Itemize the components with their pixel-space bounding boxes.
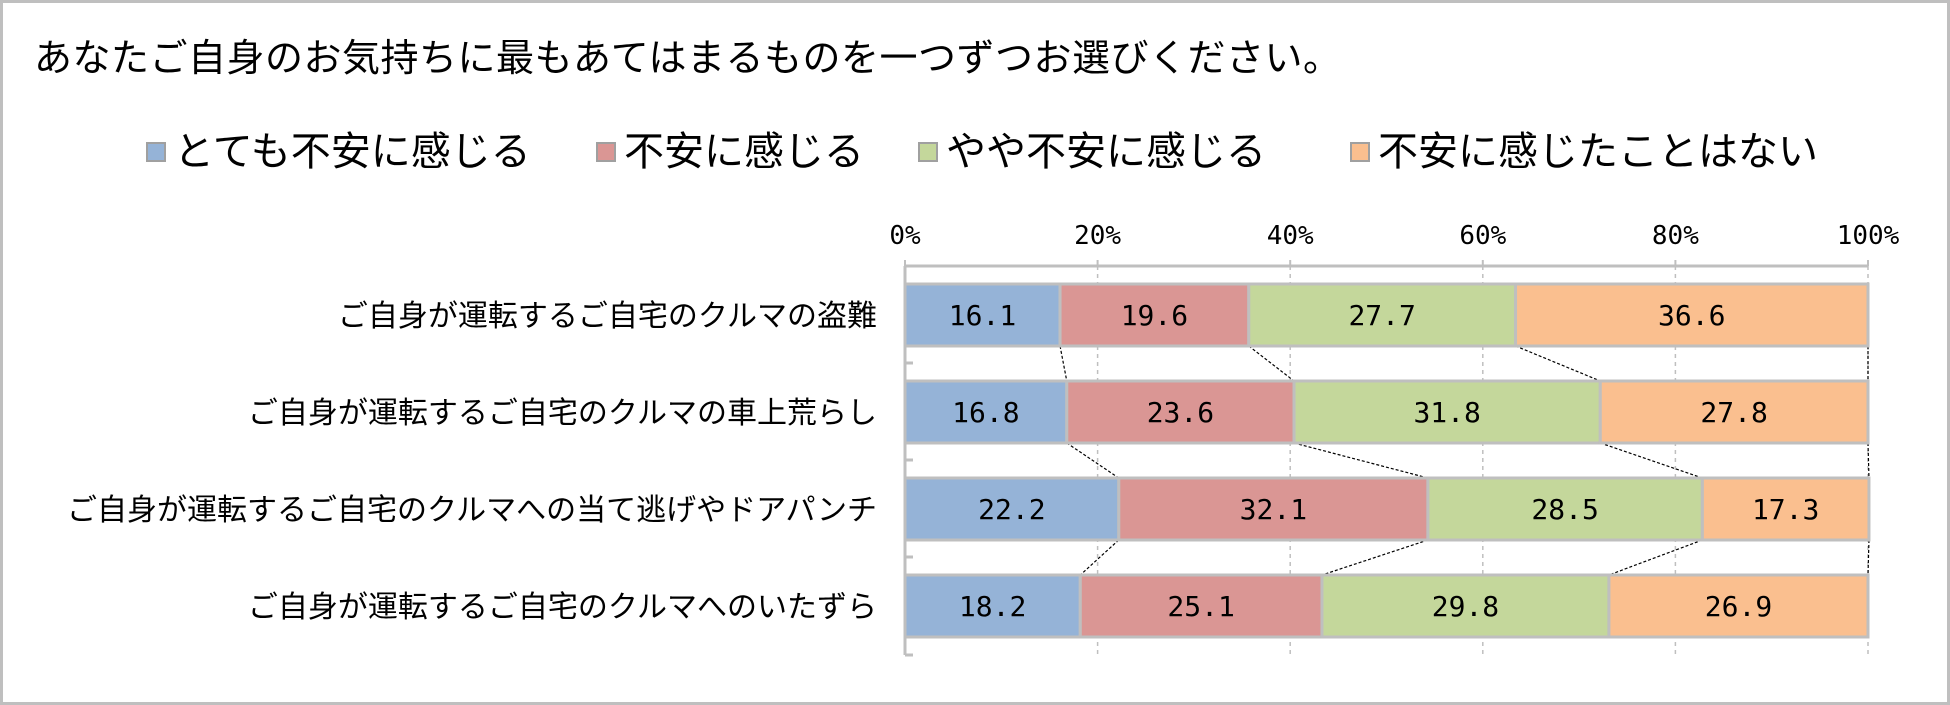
legend-label: やや不安に感じる — [946, 129, 1266, 175]
legend-item-very-anxious: とても不安に感じる — [146, 124, 531, 180]
series-line — [1867, 442, 1870, 479]
x-tick-label: 80% — [1652, 221, 1699, 251]
data-label: 32.1 — [1240, 493, 1307, 526]
legend-item-somewhat-anxious: やや不安に感じる — [918, 124, 1266, 180]
data-label: 16.1 — [949, 299, 1016, 332]
series-line — [1248, 345, 1295, 382]
legend-item-never-anxious: 不安に感じたことはない — [1350, 124, 1818, 180]
series-line — [1059, 345, 1068, 382]
chart-title: あなたご自身のお気持ちに最もあてはまるものを一つずつお選びください。 — [34, 36, 1342, 80]
bar-segment — [1426, 476, 1704, 542]
legend-label: 不安に感じたことはない — [1378, 129, 1818, 175]
bar-segment — [1607, 573, 1870, 639]
data-label: 27.8 — [1700, 396, 1767, 429]
bar-segment — [1065, 379, 1296, 445]
x-tick-label: 100% — [1837, 221, 1900, 251]
data-label: 29.8 — [1432, 590, 1499, 623]
bar-segment — [903, 476, 1121, 542]
data-label: 17.3 — [1752, 493, 1819, 526]
data-label: 27.7 — [1348, 299, 1415, 332]
category-label: ご自身が運転するご自宅のクルマの盗難 — [338, 299, 877, 334]
category-label: ご自身が運転するご自宅のクルマの車上荒らし — [248, 396, 877, 431]
series-line — [1079, 539, 1120, 576]
legend-item-anxious: 不安に感じる — [596, 124, 864, 180]
category-label: ご自身が運転するご自宅のクルマへの当て逃げやドアパンチ — [67, 493, 877, 528]
data-label: 23.6 — [1147, 396, 1214, 429]
data-label: 36.6 — [1658, 299, 1725, 332]
x-tick-label: 60% — [1459, 221, 1506, 251]
legend-swatch — [918, 142, 938, 162]
data-label: 25.1 — [1167, 590, 1234, 623]
data-label: 22.2 — [978, 493, 1045, 526]
series-line — [1867, 539, 1870, 576]
legend-label: とても不安に感じる — [174, 129, 531, 175]
bar-segment — [1598, 379, 1870, 445]
data-label: 18.2 — [959, 590, 1026, 623]
category-label: ご自身が運転するご自宅のクルマへのいたずら — [248, 590, 877, 625]
x-tick-label: 20% — [1074, 221, 1121, 251]
x-tick-label: 0% — [889, 221, 921, 251]
series-line — [1066, 442, 1120, 479]
bar-segment — [1514, 282, 1870, 348]
x-tick-label: 40% — [1267, 221, 1314, 251]
data-label: 28.5 — [1531, 493, 1598, 526]
bar-segment — [903, 379, 1069, 445]
legend: とても不安に感じる 不安に感じる やや不安に感じる 不安に感じたことはない — [0, 124, 1950, 180]
bar-segment — [1320, 573, 1611, 639]
series-line — [1515, 345, 1601, 382]
series-line — [1321, 539, 1429, 576]
bar-segment — [1117, 476, 1430, 542]
legend-swatch — [1350, 142, 1370, 162]
series-line — [1293, 442, 1429, 479]
data-label: 16.8 — [952, 396, 1019, 429]
bar-segment — [1247, 282, 1518, 348]
bar-segment — [1700, 476, 1871, 542]
legend-swatch — [596, 142, 616, 162]
series-line — [1608, 539, 1703, 576]
data-label: 26.9 — [1705, 590, 1772, 623]
legend-label: 不安に感じる — [624, 129, 864, 175]
data-label: 19.6 — [1121, 299, 1188, 332]
bar-segment — [903, 573, 1082, 639]
bar-segment — [1078, 573, 1324, 639]
series-line — [1600, 442, 1703, 479]
legend-swatch — [146, 142, 166, 162]
bar-segment — [903, 282, 1062, 348]
data-label: 31.8 — [1413, 396, 1480, 429]
